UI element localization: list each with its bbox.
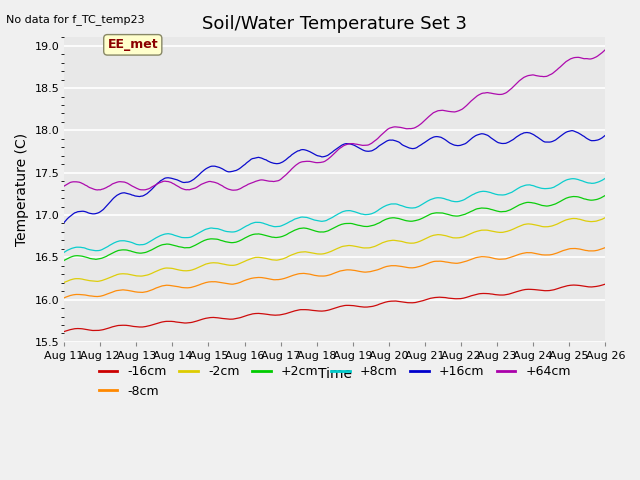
Text: EE_met: EE_met bbox=[108, 38, 158, 51]
Text: No data for f_TC_temp23: No data for f_TC_temp23 bbox=[6, 14, 145, 25]
Legend: -16cm, -8cm, -2cm, +2cm, +8cm, +16cm, +64cm: -16cm, -8cm, -2cm, +2cm, +8cm, +16cm, +6… bbox=[93, 360, 576, 403]
Y-axis label: Temperature (C): Temperature (C) bbox=[15, 133, 29, 246]
X-axis label: Time: Time bbox=[317, 367, 352, 381]
Title: Soil/Water Temperature Set 3: Soil/Water Temperature Set 3 bbox=[202, 15, 467, 33]
